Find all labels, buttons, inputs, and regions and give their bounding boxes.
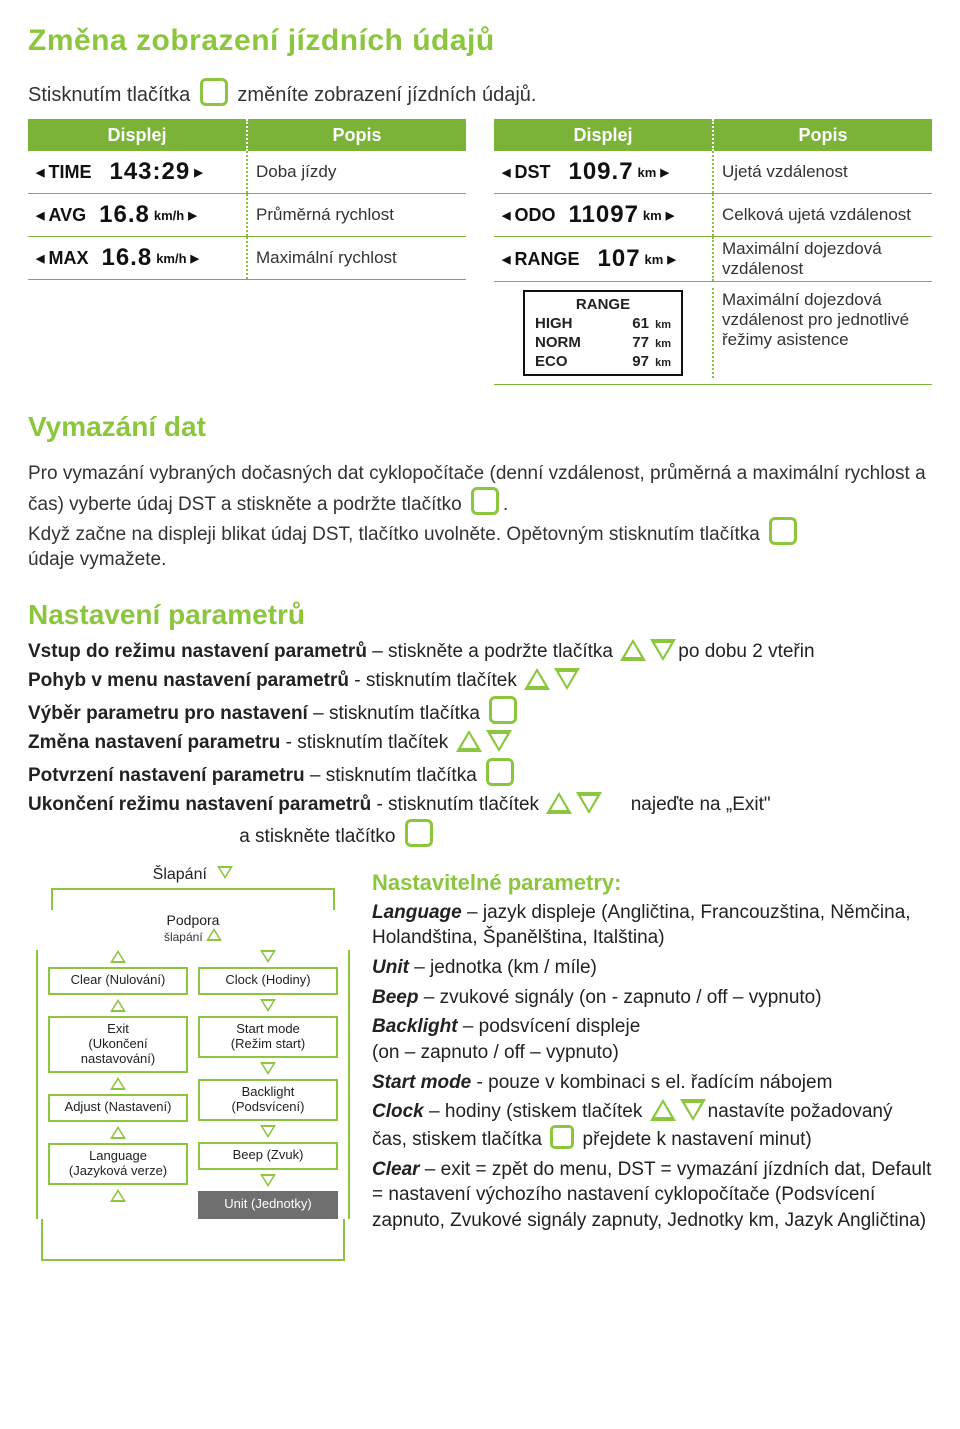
table-row: ◀MAX 16.8km/h▶ Maximální rychlost [28, 237, 466, 280]
range-box: RANGE HIGH61 km NORM77 km ECO97 km [523, 290, 683, 376]
menu-box: Clear (Nulování) [48, 967, 188, 995]
desc-cell: Maximální dojezdová vzdálenost pro jedno… [714, 288, 932, 352]
desc-cell: Průměrná rychlost [248, 203, 466, 227]
table-row: ◀DST 109.7km▶ Ujetá vzdálenost [494, 151, 932, 194]
up-icon [456, 730, 482, 752]
table-row: ◀TIME 143:29▶ Doba jízdy [28, 151, 466, 194]
square-button-icon [405, 819, 433, 847]
menu-flowchart: Šlapání Podpora šlapání Clear (Nulování)… [28, 866, 358, 1261]
menu-box: Adjust (Nastavení) [48, 1094, 188, 1122]
menu-box: Start mode (Režim start) [198, 1016, 338, 1058]
menu-box: Beep (Zvuk) [198, 1142, 338, 1170]
erase-p1: Pro vymazání vybraných dočasných dat cyk… [28, 462, 932, 573]
subtitle: Stisknutím tlačítka změníte zobrazení jí… [28, 78, 932, 107]
desc-cell: Maximální rychlost [248, 246, 466, 270]
menu-box: Exit (Ukončení nastavování) [48, 1016, 188, 1073]
square-button-icon [486, 758, 514, 786]
display-tables: Displej Popis ◀TIME 143:29▶ Doba jízdy ◀… [28, 119, 932, 385]
desc-cell: Doba jízdy [248, 160, 466, 184]
th-display: Displej [494, 123, 712, 148]
up-icon [206, 928, 222, 941]
desc-cell: Celková ujetá vzdálenost [714, 203, 932, 227]
page-title: Změna zobrazení jízdních údajů [28, 24, 932, 58]
square-button-icon [471, 487, 499, 515]
desc-cell: Ujetá vzdálenost [714, 160, 932, 184]
down-icon [486, 730, 512, 752]
down-icon [576, 792, 602, 814]
param-descriptions: Nastavitelné parametry: Language – jazyk… [372, 866, 932, 1261]
up-icon [524, 668, 550, 690]
menu-box: Backlight (Podsvícení) [198, 1079, 338, 1121]
down-icon [680, 1099, 706, 1121]
menu-right-col: Clock (Hodiny) Start mode (Režim start) … [198, 950, 338, 1219]
up-icon [110, 950, 126, 963]
th-display: Displej [28, 123, 246, 148]
th-desc: Popis [714, 123, 932, 148]
subtitle-text-b: změníte zobrazení jízdních údajů. [237, 84, 536, 106]
left-table: Displej Popis ◀TIME 143:29▶ Doba jízdy ◀… [28, 119, 466, 385]
settings-instructions: Vstup do režimu nastavení parametrů – st… [28, 637, 932, 852]
menu-top-label: Šlapání [153, 866, 207, 883]
section-erase-title: Vymazání dat [28, 411, 932, 443]
section-params-title: Nastavení parametrů [28, 599, 932, 631]
menu-left-col: Clear (Nulování) Exit (Ukončení nastavov… [48, 950, 188, 1219]
desc-cell: Maximální dojezdová vzdálenost [714, 237, 932, 281]
up-icon [620, 639, 646, 661]
params-title: Nastavitelné parametry: [372, 870, 932, 896]
square-button-icon [489, 696, 517, 724]
th-desc: Popis [248, 123, 466, 148]
table-row: ◀AVG 16.8km/h▶ Průměrná rychlost [28, 194, 466, 237]
menu-box-dark: Unit (Jednotky) [198, 1191, 338, 1219]
menu-box: Language (Jazyková verze) [48, 1143, 188, 1185]
down-icon [260, 950, 276, 963]
down-icon [554, 668, 580, 690]
right-table: Displej Popis ◀DST 109.7km▶ Ujetá vzdále… [494, 119, 932, 385]
menu-sub-label: Podpora [28, 912, 358, 928]
table-row: ◀ODO 11097km▶ Celková ujetá vzdálenost [494, 194, 932, 237]
up-icon [546, 792, 572, 814]
menu-box: Clock (Hodiny) [198, 967, 338, 995]
square-button-icon [769, 517, 797, 545]
table-row: ◀RANGE 107km▶ Maximální dojezdová vzdále… [494, 237, 932, 282]
subtitle-text-a: Stisknutím tlačítka [28, 84, 196, 106]
up-icon [650, 1099, 676, 1121]
square-button-icon [550, 1125, 574, 1149]
down-icon [650, 639, 676, 661]
table-row-range: RANGE HIGH61 km NORM77 km ECO97 km Maxim… [494, 282, 932, 385]
down-icon [217, 866, 233, 879]
square-button-icon [200, 78, 228, 106]
